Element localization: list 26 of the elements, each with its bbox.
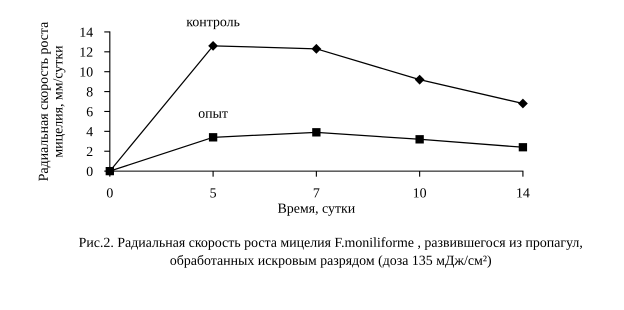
- x-tick-label: 14: [517, 188, 530, 198]
- text: Рис.2. Радиальная скорость роста мицелия F.moniliforme , развившегося из пропагул, обработанных искровым разрядом (доза 135 мДж/см²): [79, 237, 582, 268]
- series-label: контроль: [186, 20, 240, 30]
- x-tick-label: 7: [314, 188, 320, 198]
- point: [415, 75, 424, 84]
- y-tick-label: 8: [86, 87, 93, 97]
- x-tick-label: 0: [106, 188, 113, 198]
- x-tick-label: 10: [414, 188, 426, 198]
- y-tick-label: 4: [86, 127, 93, 136]
- point: [518, 143, 528, 152]
- point: [208, 133, 218, 142]
- y-axis-title: Радиальная скорость роста мицелия, мм/сутки: [38, 22, 66, 181]
- y-tick-label: 0: [86, 166, 93, 176]
- point: [312, 44, 321, 54]
- point: [312, 128, 321, 137]
- y-tick-label: 14: [80, 28, 93, 37]
- y-tick-label: 2: [86, 146, 92, 156]
- y-tick-label: 10: [80, 67, 93, 77]
- point: [415, 135, 424, 144]
- y-tick-label: 6: [86, 107, 93, 116]
- point: [208, 41, 218, 50]
- point: [518, 98, 528, 108]
- y-tick-label: 12: [80, 47, 92, 57]
- x-axis-title: Время, сутки: [278, 204, 355, 216]
- series-label: опыт: [198, 111, 228, 118]
- x-tick-label: 5: [210, 188, 216, 198]
